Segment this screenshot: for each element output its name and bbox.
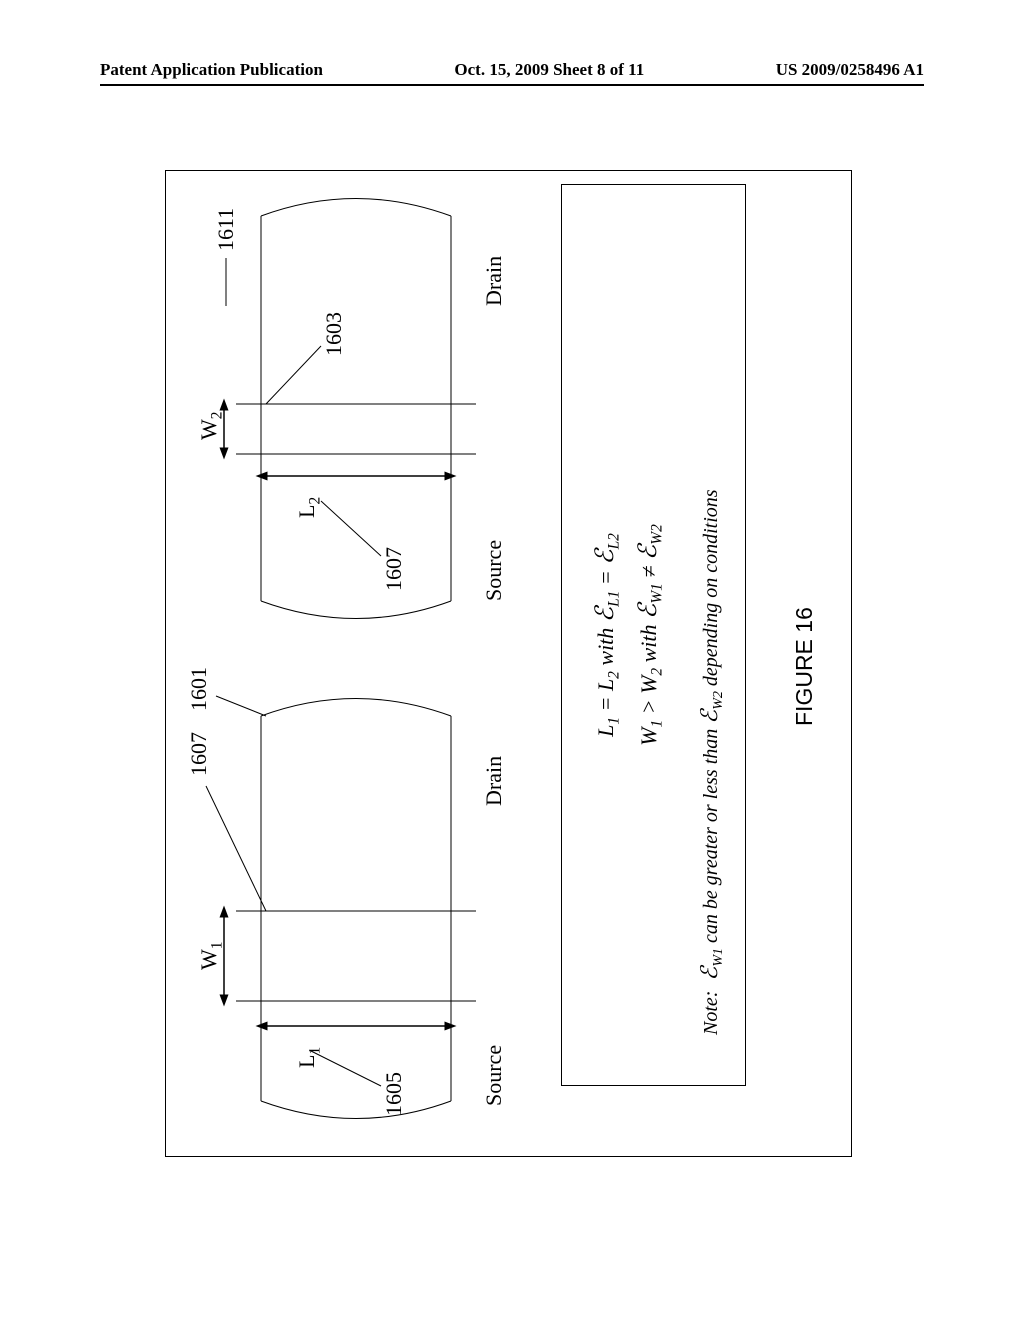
label-l2: L2 bbox=[294, 497, 324, 518]
equation-line-1: L1 = L2 with ℰL1 = ℰL2 bbox=[590, 235, 623, 1035]
label-l1: L1 bbox=[294, 1047, 324, 1068]
ref-1611: 1611 bbox=[213, 208, 239, 251]
ref-1601: 1601 bbox=[186, 667, 212, 711]
equation-line-2: W1 > W2 with ℰW1 ≠ ℰW2 bbox=[633, 235, 666, 1035]
equation-note: Note: ℰW1 can be greater or less than ℰW… bbox=[697, 235, 727, 1035]
page-header: Patent Application Publication Oct. 15, … bbox=[100, 60, 924, 86]
figure-caption: FIGURE 16 bbox=[791, 607, 818, 726]
label-drain1: Drain bbox=[481, 756, 507, 806]
header-center: Oct. 15, 2009 Sheet 8 of 11 bbox=[454, 60, 644, 80]
header-left: Patent Application Publication bbox=[100, 60, 323, 80]
ref-1607b: 1607 bbox=[381, 547, 407, 591]
ref-1603: 1603 bbox=[321, 312, 347, 356]
header-right: US 2009/0258496 A1 bbox=[776, 60, 924, 80]
ref-1607a: 1607 bbox=[186, 732, 212, 776]
label-w1: W1 bbox=[196, 942, 226, 970]
label-drain2: Drain bbox=[481, 256, 507, 306]
label-source2: Source bbox=[481, 540, 507, 601]
figure-frame: W1 1607 1601 L1 1605 Source Drain W2 161… bbox=[165, 170, 852, 1157]
diagram-svg bbox=[166, 171, 851, 1156]
figure-content-rotated: W1 1607 1601 L1 1605 Source Drain W2 161… bbox=[166, 171, 851, 1156]
label-source1: Source bbox=[481, 1045, 507, 1106]
label-w2: W2 bbox=[196, 412, 226, 440]
ref-1605: 1605 bbox=[381, 1072, 407, 1116]
equation-box: L1 = L2 with ℰL1 = ℰL2 W1 > W2 with ℰW1 … bbox=[561, 184, 746, 1086]
